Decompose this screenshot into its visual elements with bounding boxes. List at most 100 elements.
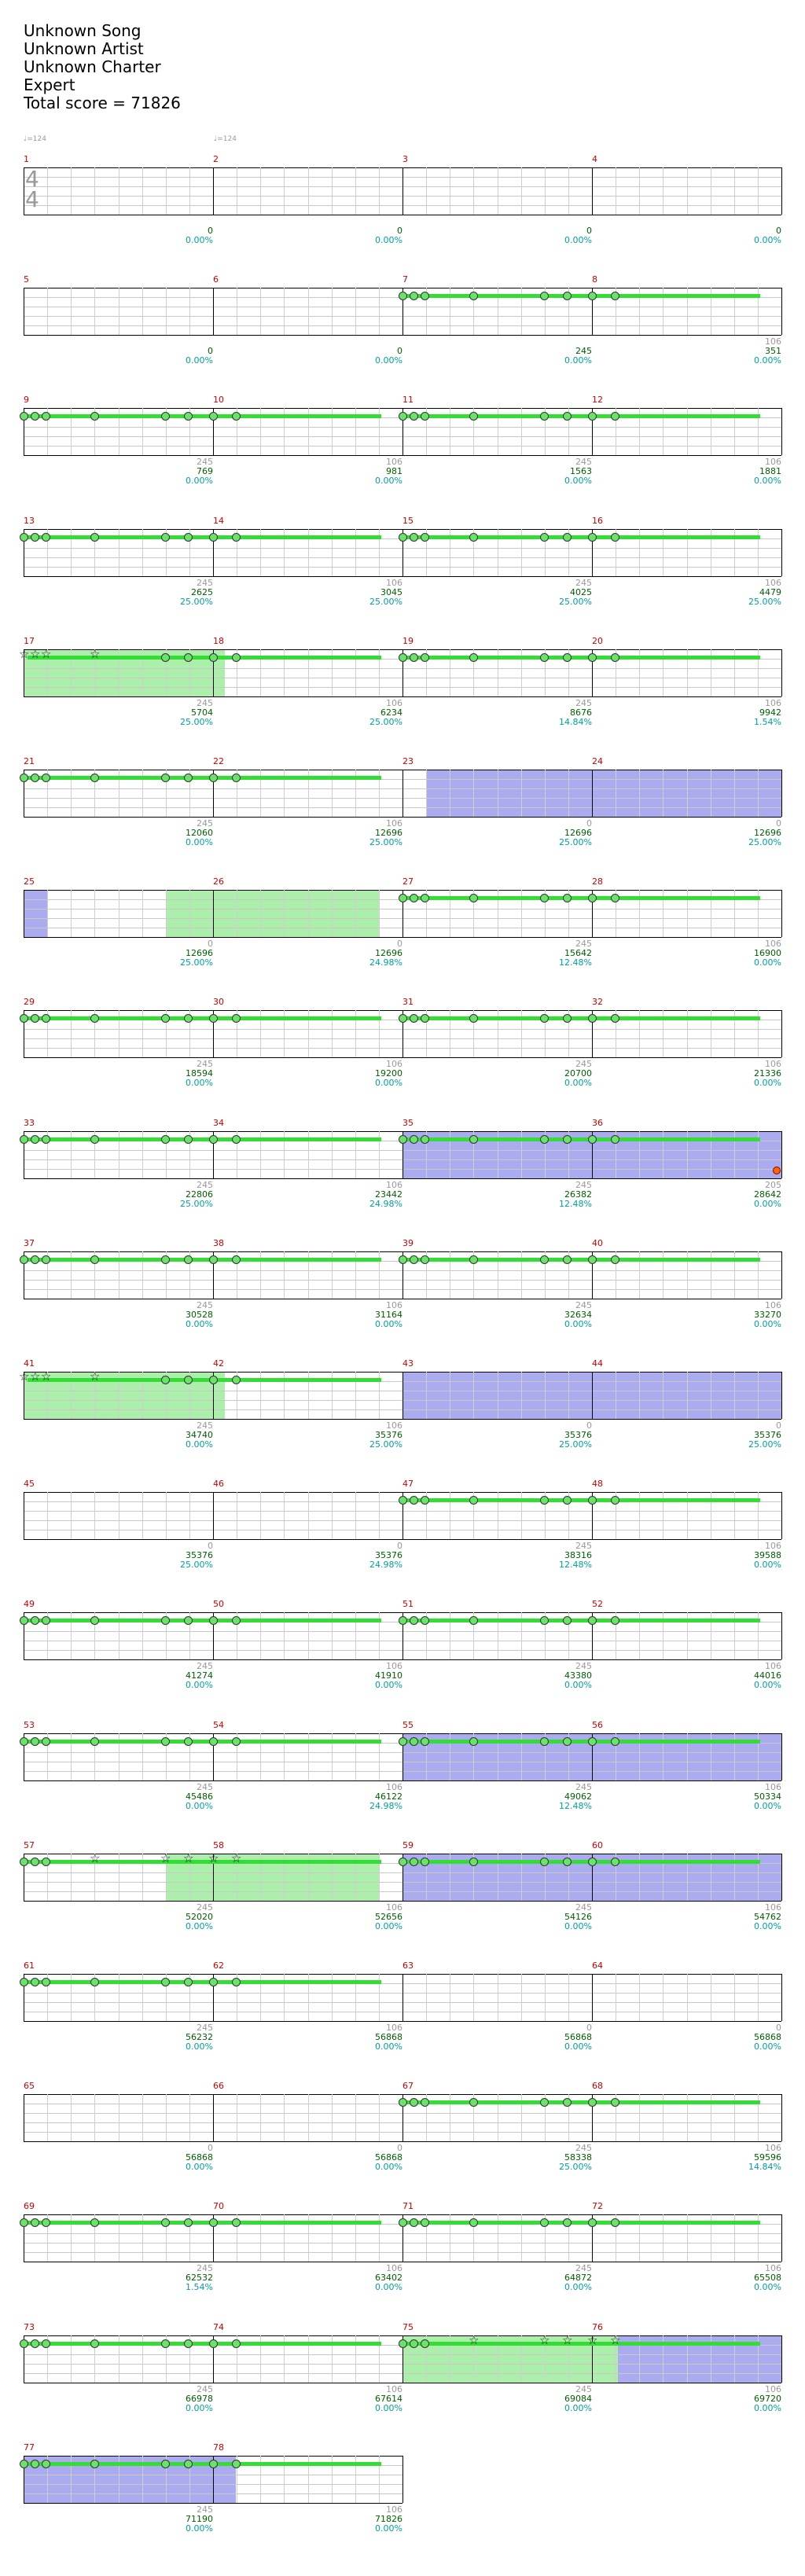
beat-line (639, 649, 641, 696)
measure-stats: 245 8676 14.84% (466, 697, 592, 727)
note-gem (31, 1014, 39, 1023)
beat-line (189, 2094, 190, 2142)
measure-bpm: 245 (197, 2263, 213, 2274)
note-gem (209, 1255, 218, 1264)
measure-bpm: 106 (765, 1781, 781, 1792)
beat-line (426, 1492, 428, 1540)
note-gem (209, 2339, 218, 2348)
beat-line (686, 1010, 688, 1058)
note-gem (42, 2339, 50, 2348)
measure-bpm: 245 (575, 1781, 592, 1792)
measure-pct: 0.00% (564, 2041, 592, 2052)
beat-line (639, 1372, 641, 1419)
measure-pct: 0.00% (754, 1800, 781, 1811)
measure-bpm: 245 (575, 1661, 592, 1672)
beat-line (307, 2335, 309, 2383)
measure-stats: 0 0.00% (87, 337, 213, 366)
measure-bpm: 245 (575, 1059, 592, 1070)
note-gem (563, 652, 572, 662)
note-gem (20, 2459, 28, 2468)
bar-line (213, 408, 214, 456)
measure-pct: 25.00% (180, 1198, 213, 1209)
fret-lane (213, 455, 402, 457)
measure-pct: 0.00% (186, 1439, 213, 1450)
beat-line (639, 1492, 641, 1540)
measure-stats: 106 351 0.00% (656, 337, 781, 366)
measure-score: 18594 (186, 1068, 213, 1079)
note-gem (421, 1736, 429, 1746)
beat-line (473, 1251, 475, 1299)
measure: 65 (24, 2081, 213, 2143)
beat-line (94, 1130, 96, 1178)
beat-line (733, 1853, 735, 1901)
fret-lane (213, 1659, 402, 1661)
measure-number: 35 (402, 1117, 414, 1128)
beat-line (189, 2214, 190, 2262)
beat-line (378, 528, 380, 576)
note-gem (209, 1616, 218, 1626)
chart-row: 33 245 22806 25.00% 34 106 23442 24.98% 35 245 263… (0, 1117, 805, 1237)
measure-number: 26 (213, 876, 224, 887)
note-gem (410, 1255, 418, 1264)
beat-line (142, 1130, 143, 1178)
beat-line (544, 408, 546, 456)
note-gem (469, 2218, 478, 2228)
fret-lane (592, 1419, 781, 1420)
star-note-icon: ☆ (562, 2332, 573, 2347)
chart-row: 77 245 71190 0.00% 78 106 71826 0.00% (0, 2442, 805, 2561)
measure-stats: 245 54126 0.00% (466, 1902, 592, 1931)
note-gem (20, 1255, 28, 1264)
bar-line (213, 1612, 214, 1660)
note-gem (31, 1134, 39, 1144)
note-gem (399, 532, 407, 542)
beat-line (142, 1733, 143, 1780)
star-note-icon: ☆ (469, 2332, 480, 2347)
measure-bpm (466, 337, 592, 347)
star-note-icon: ☆ (183, 1850, 194, 1865)
measure: 44 (592, 1358, 781, 1420)
measure-score: 63402 (375, 2273, 402, 2284)
measure-stats: 106 65508 0.00% (656, 2264, 781, 2292)
note-gem (611, 1134, 619, 1144)
fret-lane (213, 696, 402, 697)
note-gem (161, 1736, 170, 1746)
beat-line (189, 649, 190, 696)
beat-line (94, 2335, 96, 2383)
measure-bpm: 245 (197, 697, 213, 708)
beat-line (284, 1010, 285, 1058)
measure-number: 33 (24, 1117, 35, 1128)
beat-line (520, 1492, 522, 1540)
note-gem (20, 1736, 28, 1746)
measure-score: 34740 (186, 1430, 213, 1440)
measure-score: 35376 (375, 1550, 402, 1561)
note-gem (232, 1376, 241, 1384)
beat-line (47, 770, 49, 817)
beat-line (260, 1372, 262, 1419)
measure-number: 13 (24, 515, 35, 526)
note-gem (161, 1616, 170, 1626)
measure-bpm: 106 (765, 577, 781, 588)
beat-line (639, 1130, 641, 1178)
beat-line (331, 649, 333, 696)
measure-pct: 0.00% (375, 1680, 402, 1691)
beat-line (71, 2094, 72, 2142)
measure-score: 20700 (564, 1068, 592, 1079)
beat-line (94, 408, 96, 456)
beat-line (307, 528, 309, 576)
measure-bpm: 0 (397, 2143, 402, 2154)
fret-lane (402, 1780, 592, 1781)
measure-bpm: 245 (575, 697, 592, 708)
fret-lane (592, 1057, 781, 1059)
measure-score: 38316 (564, 1550, 592, 1561)
measure-stats: 106 44016 0.00% (656, 1662, 781, 1690)
beat-line (165, 408, 167, 456)
note-gem (410, 894, 418, 903)
note-gem (588, 1616, 597, 1626)
measure-pct: 0.00% (375, 1920, 402, 1931)
beat-line (686, 649, 688, 696)
bar-line (402, 2214, 403, 2262)
note-gem (611, 2218, 619, 2228)
fret-lane (592, 937, 781, 939)
bar-line (781, 1010, 782, 1058)
measure-score: 56868 (375, 2152, 402, 2163)
